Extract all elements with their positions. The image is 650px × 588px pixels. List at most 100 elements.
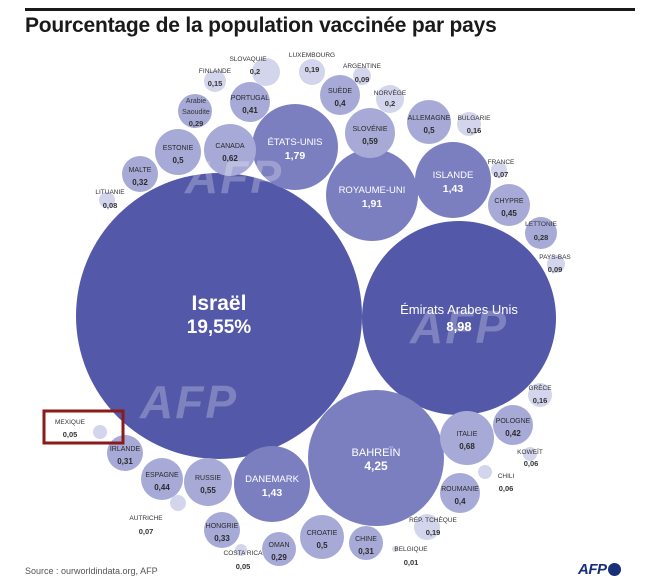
bubble	[457, 112, 481, 136]
bubble-label: DANEMARK	[245, 474, 300, 485]
bubble	[170, 495, 186, 511]
bubble-label: Saoudite	[182, 109, 210, 116]
bubble-value: 0,62	[222, 154, 238, 163]
bubble-value: 0,29	[189, 119, 204, 128]
bubble	[184, 458, 232, 506]
bubble-label: IRLANDE	[110, 446, 141, 453]
bubble-label: COSTA RICA	[224, 550, 264, 557]
bubble	[99, 192, 115, 208]
bubble-label: ITALIE	[457, 431, 478, 438]
bubble	[230, 82, 270, 122]
bubble	[326, 149, 418, 241]
bubble-label: ISLANDE	[433, 170, 474, 181]
bubble	[362, 221, 556, 415]
bubble-label: Arabie	[186, 98, 206, 105]
bubble	[353, 67, 371, 85]
bubble-label: KOWEÏT	[517, 448, 543, 456]
bubble-value: 0,2	[250, 67, 260, 76]
title-rule	[25, 8, 635, 11]
bubble-label: AUTRICHE	[129, 515, 163, 522]
bubble	[300, 515, 344, 559]
bubble-value: 0,5	[316, 541, 328, 550]
afp-logo: AFP	[578, 561, 621, 578]
bubble	[349, 526, 383, 560]
bubble-value: 0,28	[534, 233, 549, 242]
bubble	[299, 59, 325, 85]
bubble-value: 0,19	[305, 65, 320, 74]
bubble	[415, 142, 491, 218]
bubble-value: 0,07	[139, 527, 154, 536]
bubble-label: BULGARIE	[458, 115, 492, 122]
bubble	[93, 425, 107, 439]
bubble-label: FRANCE	[488, 159, 515, 166]
bubble	[155, 129, 201, 175]
bubble-value: 0,09	[355, 75, 370, 84]
bubble-label: Émirats Arabes Unis	[400, 302, 518, 317]
bubble-label: MEXIQUE	[55, 419, 86, 426]
bubble-value: 0,01	[404, 558, 419, 567]
bubble	[547, 255, 565, 273]
bubble	[392, 546, 398, 552]
bubble-value: 0,06	[499, 484, 514, 493]
bubble-value: 0,16	[533, 396, 548, 405]
bubble	[407, 100, 451, 144]
bubble-value: 0,15	[208, 79, 223, 88]
afp-logo-text: AFP	[578, 561, 607, 578]
bubble-label: RUSSIE	[195, 475, 221, 482]
bubble-label: POLOGNE	[496, 418, 531, 425]
bubble-value: 0,16	[467, 126, 482, 135]
bubble-value: 0,08	[103, 201, 118, 210]
bubble	[204, 124, 256, 176]
bubble	[376, 85, 404, 113]
bubble-value: 8,98	[446, 319, 471, 334]
bubble	[178, 94, 212, 128]
bubble	[234, 446, 310, 522]
bubble-label: CHYPRE	[494, 198, 524, 205]
bubble	[525, 217, 557, 249]
bubble-value: 0,45	[501, 209, 517, 218]
bubble-label: MALTE	[129, 167, 152, 174]
bubble-label: PORTUGAL	[231, 95, 269, 102]
bubble-value: 0,29	[271, 553, 287, 562]
bubble	[523, 447, 537, 461]
bubble-value: 0,5	[423, 126, 435, 135]
source-note: Source : ourworldindata.org, AFP	[25, 566, 158, 576]
bubble	[204, 70, 226, 92]
bubble-value: 0,2	[385, 99, 395, 108]
bubble-value: 4,25	[364, 459, 388, 473]
bubble	[76, 173, 362, 459]
bubble-value: 0,07	[494, 170, 509, 179]
bubble-label: PAYS-BAS	[539, 254, 571, 261]
bubble	[235, 544, 247, 556]
highlight-box	[42, 409, 125, 445]
bubble-value: 0,09	[548, 265, 563, 274]
bubble	[141, 458, 183, 500]
bubble-value: 0,68	[459, 442, 475, 451]
bubble-value: 0,31	[358, 547, 374, 556]
bubble-value: 0,05	[63, 430, 78, 439]
bubble-label: HONGRIE	[206, 523, 239, 530]
bubble-value: 0,05	[236, 562, 251, 571]
bubble	[252, 104, 338, 190]
bubble-value: 0,59	[362, 137, 378, 146]
bubble	[308, 390, 444, 526]
bubble-label: ESPAGNE	[145, 472, 179, 479]
bubble-label: LITUANIE	[95, 189, 125, 196]
bubble	[252, 58, 280, 86]
bubble-value: 0,4	[334, 99, 346, 108]
bubble-label: LUXEMBOURG	[289, 52, 335, 59]
bubble-label: OMAN	[269, 542, 290, 549]
bubble	[414, 514, 440, 540]
bubble-label: ROUMANIE	[441, 486, 479, 493]
bubble	[488, 184, 530, 226]
bubble-label: ALLEMAGNE	[408, 115, 451, 122]
bubble	[320, 75, 360, 115]
bubble	[440, 473, 480, 513]
bubble-value: 0,06	[524, 459, 539, 468]
bubble-label: SLOVÉNIE	[352, 124, 387, 133]
bubble	[440, 411, 494, 465]
bubble-label: ESTONIE	[163, 145, 194, 152]
bubble-label: BAHREÏN	[352, 447, 401, 459]
bubble-value: 0,19	[426, 528, 441, 537]
